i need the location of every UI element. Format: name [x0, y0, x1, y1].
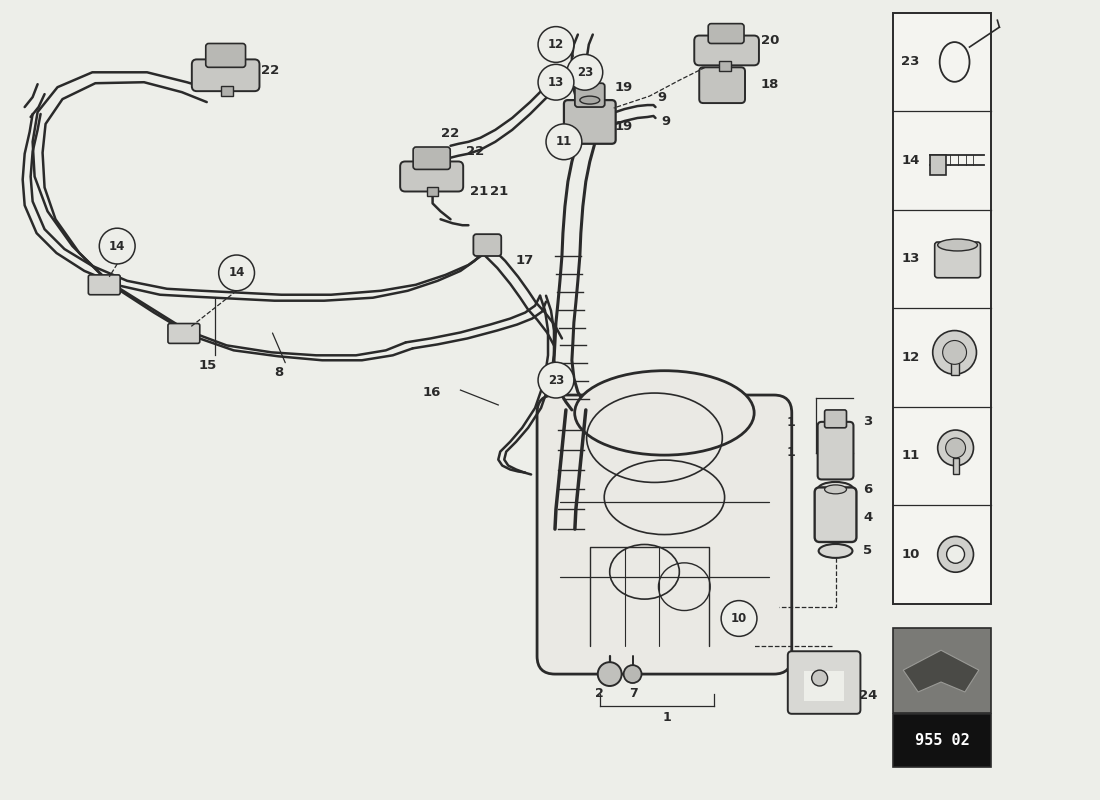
Text: 12: 12: [901, 351, 920, 364]
Bar: [893, 13, 991, 603]
FancyBboxPatch shape: [575, 83, 605, 107]
Text: 9: 9: [661, 115, 671, 129]
Circle shape: [937, 537, 974, 572]
Text: 22: 22: [466, 146, 485, 158]
Polygon shape: [903, 650, 979, 692]
Text: 6: 6: [864, 483, 872, 496]
Ellipse shape: [818, 544, 852, 558]
Circle shape: [624, 665, 641, 683]
Text: 19: 19: [615, 81, 632, 94]
Text: 23: 23: [576, 66, 593, 78]
Bar: [221, 86, 232, 96]
Text: 17: 17: [516, 254, 535, 267]
Bar: [719, 62, 732, 71]
Text: 4: 4: [864, 510, 872, 524]
Text: 19: 19: [615, 121, 632, 134]
Ellipse shape: [937, 239, 978, 251]
FancyBboxPatch shape: [788, 651, 860, 714]
Ellipse shape: [817, 482, 854, 497]
Text: 24: 24: [859, 690, 878, 702]
Text: 13: 13: [901, 253, 920, 266]
Text: 1: 1: [786, 446, 795, 459]
Text: 22: 22: [262, 64, 279, 77]
Text: 8: 8: [275, 366, 284, 378]
Circle shape: [99, 228, 135, 264]
FancyBboxPatch shape: [473, 234, 502, 256]
Circle shape: [597, 662, 622, 686]
Text: 21: 21: [471, 185, 488, 198]
Text: 10: 10: [901, 548, 920, 561]
Text: 955 02: 955 02: [914, 733, 969, 748]
FancyBboxPatch shape: [825, 410, 847, 428]
Bar: [893, 629, 991, 713]
FancyBboxPatch shape: [708, 24, 744, 43]
Circle shape: [812, 670, 827, 686]
Text: 14: 14: [109, 239, 125, 253]
Circle shape: [937, 430, 974, 466]
Circle shape: [219, 255, 254, 290]
FancyBboxPatch shape: [414, 147, 450, 170]
Text: 18: 18: [761, 78, 779, 90]
FancyBboxPatch shape: [700, 67, 745, 103]
Text: 14: 14: [229, 266, 245, 279]
Bar: [930, 155, 946, 175]
Text: 2: 2: [595, 687, 604, 701]
Ellipse shape: [825, 485, 847, 494]
Circle shape: [538, 362, 574, 398]
Text: 10: 10: [730, 612, 747, 625]
Text: 16: 16: [422, 386, 441, 398]
Circle shape: [933, 330, 977, 374]
Bar: [950, 360, 958, 375]
Text: 13: 13: [548, 76, 564, 89]
Circle shape: [538, 26, 574, 62]
Circle shape: [538, 64, 574, 100]
Text: 15: 15: [199, 358, 217, 372]
FancyBboxPatch shape: [935, 242, 980, 278]
FancyBboxPatch shape: [815, 487, 857, 542]
Circle shape: [566, 54, 603, 90]
Circle shape: [943, 341, 967, 364]
Circle shape: [946, 438, 966, 458]
Text: 22: 22: [441, 127, 459, 140]
FancyBboxPatch shape: [537, 395, 792, 674]
FancyBboxPatch shape: [400, 162, 463, 191]
Text: 7: 7: [629, 687, 638, 701]
Text: 5: 5: [864, 545, 872, 558]
Text: 23: 23: [901, 55, 920, 69]
Circle shape: [546, 124, 582, 160]
FancyBboxPatch shape: [817, 422, 854, 479]
Text: 23: 23: [548, 374, 564, 386]
Bar: [427, 186, 438, 196]
Text: 1: 1: [663, 711, 672, 724]
Text: 14: 14: [901, 154, 920, 167]
Text: 11: 11: [556, 135, 572, 148]
Bar: [893, 714, 991, 767]
Text: 12: 12: [548, 38, 564, 51]
Ellipse shape: [580, 96, 600, 104]
Circle shape: [947, 546, 965, 563]
Bar: [953, 458, 958, 474]
Text: 3: 3: [864, 415, 872, 428]
Text: 1: 1: [786, 416, 795, 430]
FancyBboxPatch shape: [168, 323, 200, 343]
FancyBboxPatch shape: [694, 35, 759, 66]
FancyBboxPatch shape: [88, 275, 120, 294]
Text: 11: 11: [901, 450, 920, 462]
Ellipse shape: [574, 370, 755, 455]
FancyBboxPatch shape: [206, 43, 245, 67]
Text: 21: 21: [491, 185, 508, 198]
FancyBboxPatch shape: [564, 100, 616, 144]
Text: 9: 9: [658, 90, 667, 104]
FancyBboxPatch shape: [804, 671, 844, 701]
Text: 20: 20: [761, 34, 779, 47]
FancyBboxPatch shape: [191, 59, 260, 91]
Circle shape: [722, 601, 757, 636]
